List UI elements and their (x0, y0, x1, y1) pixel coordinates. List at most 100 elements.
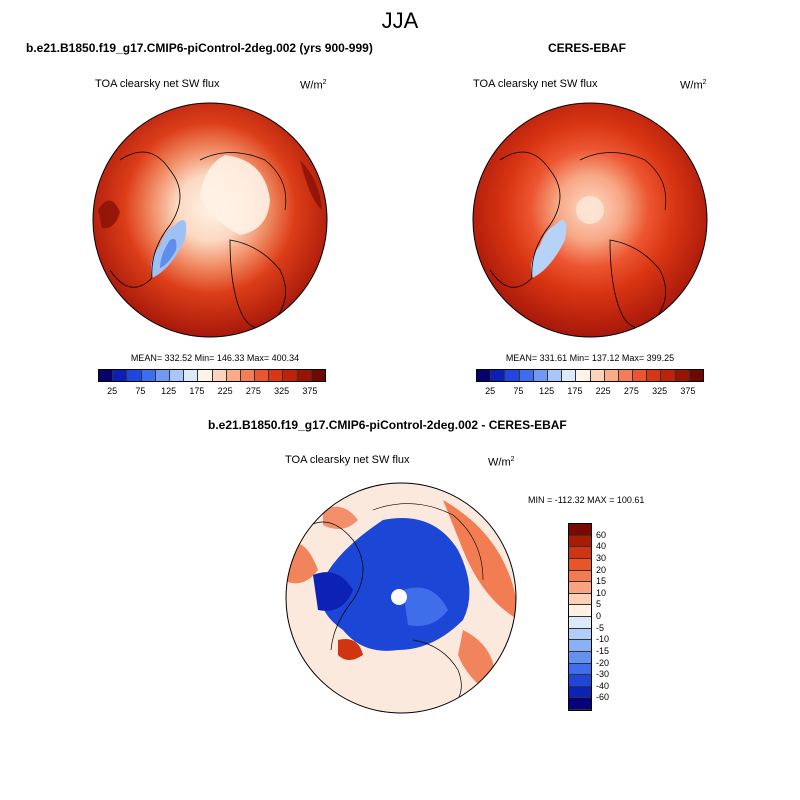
colorbar-swatch (127, 370, 142, 381)
obs-unit-base: W/m (680, 79, 703, 92)
model-field (93, 103, 327, 337)
colorbar-tick-label: 5 (596, 599, 602, 610)
colorbar-tick-label: -20 (596, 657, 610, 668)
colorbar-swatch (569, 663, 591, 676)
colorbar-tick-label: 275 (245, 386, 261, 396)
model-unit-exp: 2 (322, 79, 327, 86)
colorbar-tick-label: 10 (596, 587, 607, 598)
colorbar-tick-label: 25 (485, 386, 496, 396)
model-variable-label: TOA clearsky net SW flux (95, 78, 220, 90)
obs-colorbar-ticks: 25 75 125 175 225 275 325 375 (476, 386, 702, 398)
colorbar-swatch (569, 558, 591, 571)
colorbar-tick-label: -15 (596, 645, 610, 656)
model-unit-base: W/m (300, 79, 323, 92)
colorbar-tick-label: 75 (513, 386, 524, 396)
obs-colorbar (476, 369, 704, 382)
colorbar-tick-label: 60 (596, 529, 607, 540)
model-colorbar-ticks: 25 75 125 175 225 275 325 375 (98, 386, 324, 398)
colorbar-swatch (569, 628, 591, 641)
diff-unit-exp: 2 (510, 456, 515, 463)
obs-stats: MEAN= 331.61 Min= 137.12 Max= 399.25 (505, 353, 675, 363)
diff-stats: MIN = -112.32 MAX = 100.61 (528, 495, 645, 505)
colorbar-tick-label: 40 (596, 541, 607, 552)
colorbar-swatch (477, 370, 492, 381)
obs-polar-map (472, 102, 708, 338)
colorbar-swatch (569, 524, 591, 536)
colorbar-swatch (689, 370, 703, 381)
colorbar-swatch (141, 370, 156, 381)
colorbar-swatch (569, 570, 591, 583)
colorbar-swatch (661, 370, 676, 381)
colorbar-tick-label: 25 (107, 386, 118, 396)
diff-pole-hole (391, 589, 407, 605)
colorbar-tick-label: 125 (539, 386, 555, 396)
colorbar-tick-label: 30 (596, 552, 607, 563)
colorbar-tick-label: 325 (652, 386, 668, 396)
colorbar-swatch (184, 370, 199, 381)
colorbar-tick-label: 125 (161, 386, 177, 396)
colorbar-tick-label: -60 (596, 692, 610, 703)
colorbar-swatch (569, 675, 591, 687)
diff-unit-label: W/m2 (488, 456, 515, 469)
colorbar-tick-label: 75 (135, 386, 146, 396)
colorbar-swatch (604, 370, 619, 381)
colorbar-swatch (576, 370, 591, 381)
obs-greenland-ice (531, 220, 567, 278)
colorbar-swatch (569, 686, 591, 699)
colorbar-swatch (519, 370, 534, 381)
colorbar-swatch (675, 370, 690, 381)
colorbar-tick-label: -40 (596, 680, 610, 691)
colorbar-swatch (255, 370, 270, 381)
colorbar-tick-label: -10 (596, 634, 610, 645)
colorbar-swatch (569, 698, 591, 710)
colorbar-swatch (533, 370, 548, 381)
colorbar-swatch (569, 617, 591, 629)
colorbar-swatch (569, 582, 591, 594)
colorbar-swatch (99, 370, 114, 381)
model-unit-label: W/m2 (300, 79, 327, 92)
model-polar-map (92, 102, 328, 338)
colorbar-swatch (311, 370, 325, 381)
colorbar-tick-label: -5 (596, 622, 605, 633)
model-colorbar (98, 369, 326, 382)
obs-unit-exp: 2 (702, 79, 707, 86)
colorbar-swatch (491, 370, 506, 381)
model-panel-title: b.e21.B1850.f19_g17.CMIP6-piControl-2deg… (26, 41, 373, 55)
obs-panel-title: CERES-EBAF (548, 41, 627, 55)
colorbar-swatch (569, 547, 591, 559)
diff-colorbar (568, 523, 592, 711)
colorbar-swatch (283, 370, 298, 381)
colorbar-swatch (590, 370, 605, 381)
colorbar-swatch (647, 370, 662, 381)
colorbar-tick-label: 175 (567, 386, 583, 396)
colorbar-swatch (240, 370, 256, 381)
colorbar-tick-label: 225 (595, 386, 611, 396)
colorbar-swatch (618, 370, 634, 381)
diff-variable-label: TOA clearsky net SW flux (285, 454, 410, 466)
diff-polar-map (285, 482, 517, 714)
colorbar-swatch (113, 370, 128, 381)
diff-panel-title: b.e21.B1850.f19_g17.CMIP6-piControl-2deg… (208, 418, 567, 432)
colorbar-swatch (547, 370, 563, 381)
diff-colorbar-ticks: 60 40 30 20 15 10 5 0 -5 -10 -15 -20 -30 -40 -60 (596, 523, 636, 709)
colorbar-swatch (569, 651, 591, 664)
colorbar-tick-label: 375 (302, 386, 318, 396)
colorbar-swatch (198, 370, 213, 381)
obs-variable-label: TOA clearsky net SW flux (473, 78, 598, 90)
colorbar-swatch (569, 640, 591, 652)
colorbar-tick-label: 0 (596, 611, 602, 621)
colorbar-swatch (269, 370, 284, 381)
colorbar-tick-label: 275 (623, 386, 639, 396)
colorbar-swatch (569, 535, 591, 548)
colorbar-swatch (155, 370, 170, 381)
colorbar-swatch (226, 370, 241, 381)
colorbar-tick-label: -30 (596, 669, 610, 680)
diff-unit-base: W/m (488, 456, 511, 469)
colorbar-tick-label: 325 (274, 386, 290, 396)
colorbar-swatch (169, 370, 185, 381)
colorbar-swatch (212, 370, 227, 381)
season-title: JJA (381, 8, 419, 33)
colorbar-swatch (562, 370, 577, 381)
colorbar-swatch (569, 605, 591, 617)
colorbar-swatch (633, 370, 648, 381)
